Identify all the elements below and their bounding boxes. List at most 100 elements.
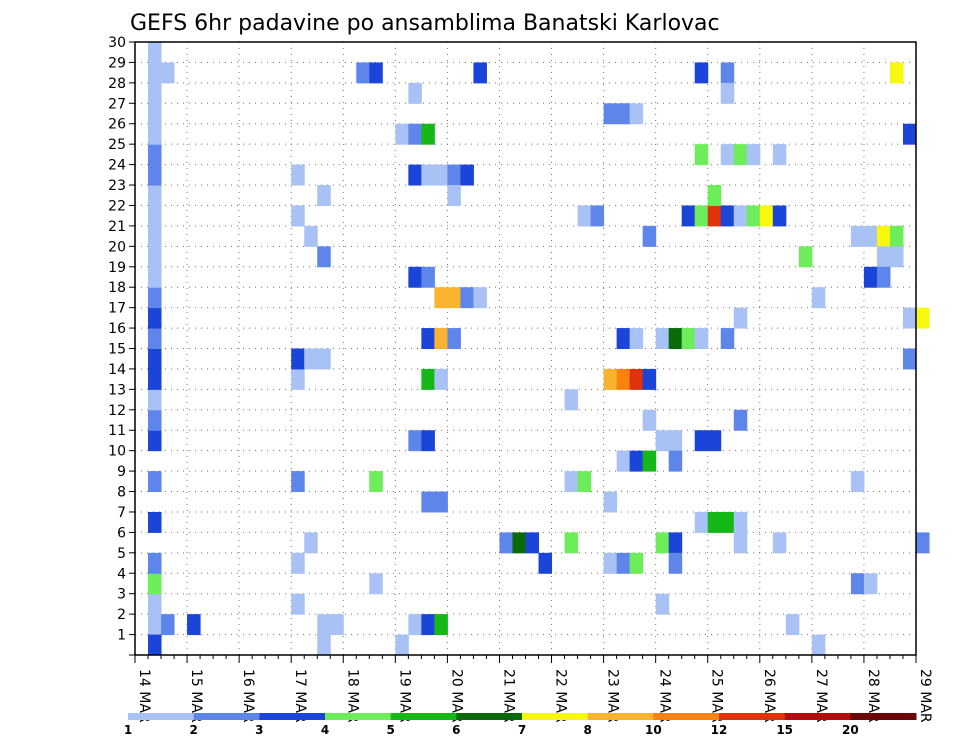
heatmap-cell <box>434 368 448 390</box>
legend-swatch <box>128 713 195 720</box>
heatmap-cell <box>447 185 461 206</box>
heatmap-cell <box>811 287 826 309</box>
heatmap-cell <box>291 348 305 370</box>
heatmap-cell <box>707 185 722 206</box>
legend-label: 12 <box>711 723 728 737</box>
y-tick-label: 18 <box>108 280 126 296</box>
y-tick-label: 4 <box>117 566 126 582</box>
heatmap-cell <box>798 246 813 268</box>
heatmap-cell <box>421 328 435 349</box>
y-tick-label: 1 <box>117 628 126 644</box>
heatmap-cell <box>590 205 605 227</box>
x-tick-label: 25 MAR <box>709 669 725 723</box>
heatmap-cell <box>460 164 474 186</box>
heatmap-cell <box>629 103 644 125</box>
heatmap-cell <box>148 573 162 595</box>
heatmap-cell <box>291 471 305 493</box>
x-tick-label: 14 MAR <box>136 669 152 723</box>
heatmap-cell <box>148 307 162 329</box>
heatmap-cell <box>720 205 735 227</box>
heatmap-cell <box>148 185 162 206</box>
heatmap-cell <box>148 614 162 636</box>
heatmap-cell <box>668 450 683 472</box>
legend-swatch <box>390 713 457 720</box>
heatmap-cell <box>317 634 331 656</box>
heatmap-cell <box>291 552 305 574</box>
y-tick-label: 12 <box>108 403 126 419</box>
heatmap-cell <box>733 532 748 554</box>
heatmap-cell <box>642 409 657 431</box>
y-tick-label: 28 <box>108 76 126 92</box>
legend-label: 15 <box>776 723 793 737</box>
y-tick-label: 6 <box>117 525 126 541</box>
heatmap-cell <box>525 532 540 554</box>
heatmap-cell <box>369 62 383 84</box>
y-tick-label: 8 <box>117 485 126 501</box>
heatmap-cell <box>668 328 683 349</box>
heatmap-cell <box>512 532 526 554</box>
heatmap-cell <box>707 511 722 533</box>
heatmap-cell <box>148 42 162 63</box>
legend-swatch <box>653 713 720 720</box>
heatmap-cell <box>720 144 735 166</box>
y-tick-label: 5 <box>117 546 126 562</box>
heatmap-cell <box>694 144 709 166</box>
heatmap-cell <box>460 287 474 309</box>
heatmap-cell <box>148 246 162 268</box>
heatmap-cell <box>720 511 735 533</box>
heatmap-cell <box>720 328 735 349</box>
heatmap-cell <box>148 287 162 309</box>
heatmap-cell <box>916 307 930 329</box>
heatmap-cell <box>707 205 722 227</box>
heatmap-cell <box>733 511 748 533</box>
x-tick-label: 15 MAR <box>188 669 204 723</box>
legend-label: 2 <box>189 723 197 737</box>
legend-swatch <box>850 713 917 720</box>
heatmap-cell <box>148 471 162 493</box>
heatmap-cell <box>330 614 344 636</box>
legend-swatch <box>259 713 326 720</box>
heatmap-cell <box>395 123 409 145</box>
heatmap-cell <box>629 450 644 472</box>
heatmap-cell <box>148 144 162 166</box>
legend-swatch <box>784 713 851 720</box>
heatmap-cell <box>694 205 709 227</box>
x-tick-label: 29 MAR <box>917 669 933 723</box>
heatmap-cell <box>876 246 891 268</box>
x-tick-label: 21 MAR <box>500 669 516 723</box>
x-tick-label: 28 MAR <box>865 669 881 723</box>
heatmap-cell <box>304 225 318 247</box>
heatmap-cell <box>148 634 162 656</box>
heatmap-cell <box>369 471 383 493</box>
heatmap-cell <box>317 614 331 636</box>
heatmap-cell <box>421 266 435 288</box>
heatmap-cell <box>148 225 162 247</box>
y-tick-label: 9 <box>117 464 126 480</box>
heatmap-cell <box>668 552 683 574</box>
heatmap-cell <box>616 368 631 390</box>
heatmap-cell <box>577 205 592 227</box>
heatmap-cell <box>681 205 696 227</box>
y-tick-label: 16 <box>108 321 126 337</box>
x-tick-label: 20 MAR <box>448 669 464 723</box>
heatmap-cell <box>148 328 162 349</box>
heatmap-cell <box>317 185 331 206</box>
y-tick-label: 27 <box>108 96 126 112</box>
heatmap-cell <box>421 430 435 452</box>
heatmap-cell <box>395 634 409 656</box>
heatmap-cell <box>161 614 175 636</box>
heatmap-cell <box>434 287 448 309</box>
heatmap-cell <box>603 552 618 574</box>
x-tick-label: 22 MAR <box>553 669 569 723</box>
heatmap-cell <box>694 328 709 349</box>
heatmap-cell <box>655 430 670 452</box>
heatmap-cell <box>447 328 461 349</box>
cells-layer <box>148 42 930 656</box>
heatmap-cell <box>148 62 162 84</box>
legend-label: 3 <box>255 723 263 737</box>
heatmap-cell <box>772 532 787 554</box>
legend-swatch <box>325 713 392 720</box>
heatmap-cell <box>434 328 448 349</box>
heatmap-cell <box>408 164 422 186</box>
heatmap-cell <box>733 144 748 166</box>
